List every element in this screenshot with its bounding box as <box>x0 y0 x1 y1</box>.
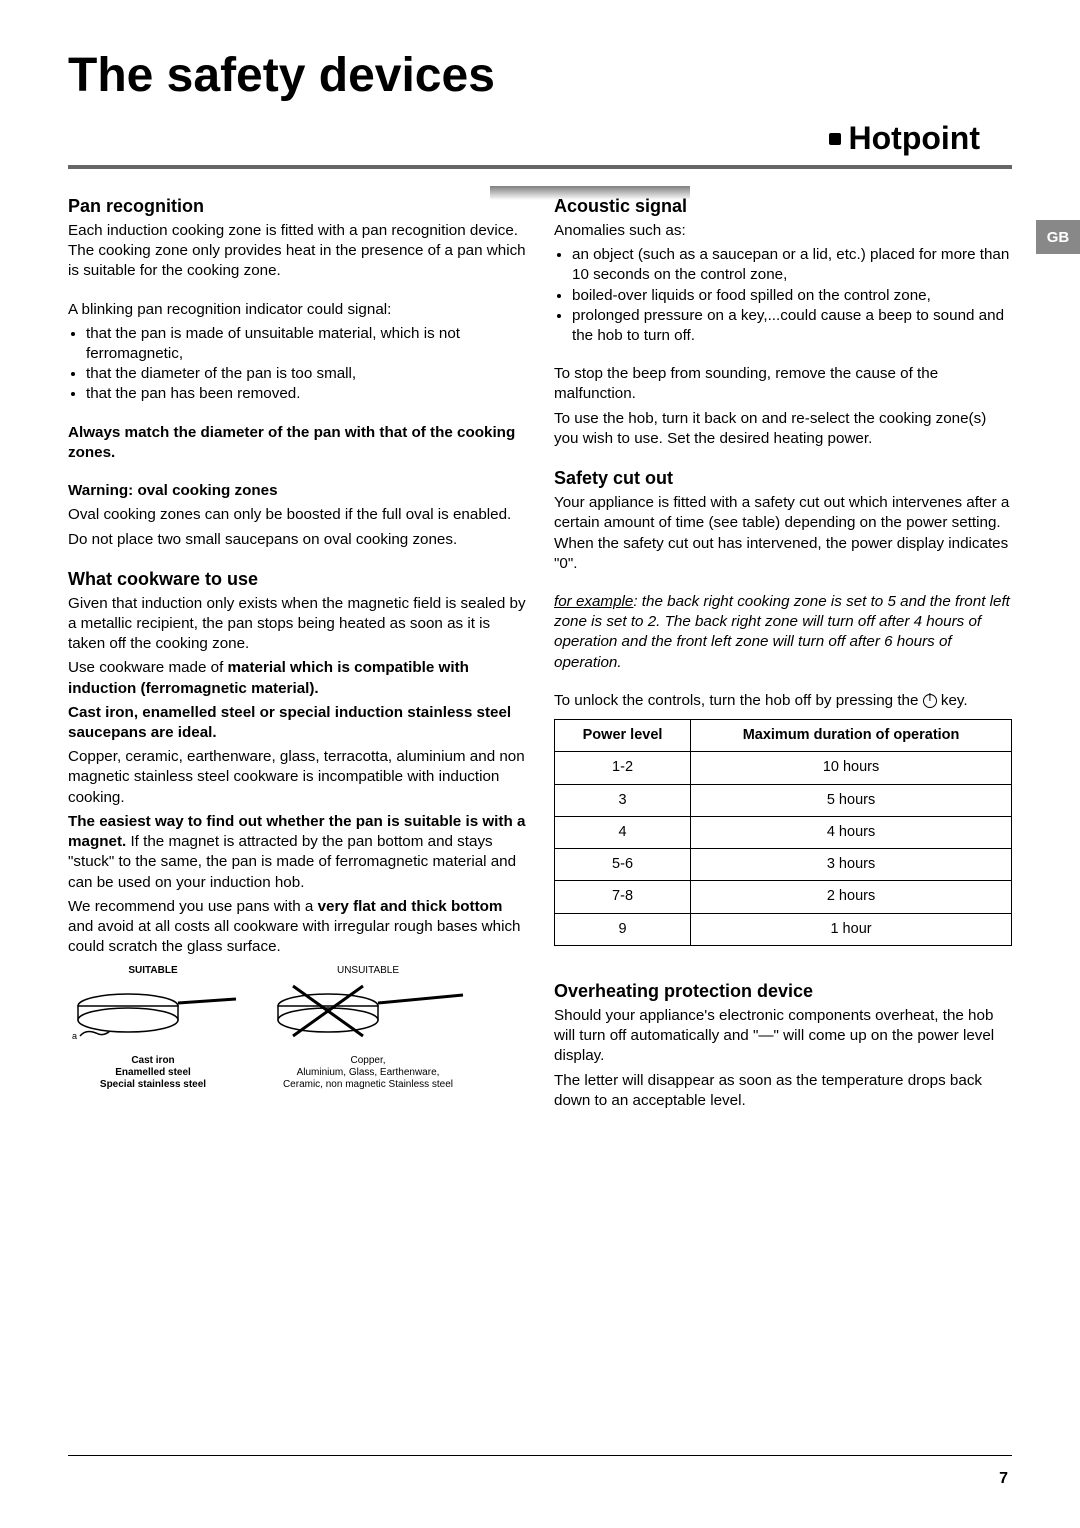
list-item: that the pan is made of unsuitable mater… <box>86 324 526 364</box>
cookware-diagram: SUITABLE a Cast iron Enamelled steel Spe… <box>68 965 526 1091</box>
paragraph: The easiest way to find out whether the … <box>68 812 526 893</box>
table-cell: 4 hours <box>691 816 1012 848</box>
heading-cookware: What cookware to use <box>68 568 526 592</box>
list-item: boiled-over liquids or food spilled on t… <box>572 286 1012 306</box>
right-column: Acoustic signal Anomalies such as: an ob… <box>554 195 1012 1115</box>
paragraph: Do not place two small saucepans on oval… <box>68 530 526 550</box>
paragraph: Your appliance is fitted with a safety c… <box>554 493 1012 574</box>
table-cell: 1-2 <box>555 752 691 784</box>
table-row: 44 hours <box>555 816 1012 848</box>
paragraph: To use the hob, turn it back on and re-s… <box>554 409 1012 449</box>
page-number: 7 <box>999 1470 1008 1488</box>
table-header-row: Power level Maximum duration of operatio… <box>555 720 1012 752</box>
paragraph: A blinking pan recognition indicator cou… <box>68 300 526 320</box>
list-item: an object (such as a saucepan or a lid, … <box>572 245 1012 285</box>
suitable-pan-icon: a <box>68 981 238 1051</box>
table-cell: 5-6 <box>555 849 691 881</box>
paragraph: Each induction cooking zone is fitted wi… <box>68 221 526 282</box>
table-cell: 9 <box>555 913 691 945</box>
table-cell: 3 <box>555 784 691 816</box>
table-row: 91 hour <box>555 913 1012 945</box>
table-cell: 4 <box>555 816 691 848</box>
example-paragraph: for example: the back right cooking zone… <box>554 592 1012 673</box>
heading-overheat: Overheating protection device <box>554 980 1012 1004</box>
suitable-label: SUITABLE <box>68 965 238 977</box>
paragraph: To unlock the controls, turn the hob off… <box>554 691 1012 711</box>
divider <box>68 165 1012 169</box>
paragraph: Anomalies such as: <box>554 221 1012 241</box>
heading-pan-recognition: Pan recognition <box>68 195 526 219</box>
table-cell: 3 hours <box>691 849 1012 881</box>
language-tab: GB <box>1036 220 1080 254</box>
bottom-divider <box>68 1455 1012 1456</box>
list: an object (such as a saucepan or a lid, … <box>554 245 1012 346</box>
suitable-caption: Cast iron Enamelled steel Special stainl… <box>68 1055 238 1091</box>
paragraph: We recommend you use pans with a very fl… <box>68 897 526 958</box>
suitable-block: SUITABLE a Cast iron Enamelled steel Spe… <box>68 965 238 1091</box>
left-column: Pan recognition Each induction cooking z… <box>68 195 526 1115</box>
brand-logo: Hotpoint <box>829 120 981 157</box>
table-header: Maximum duration of operation <box>691 720 1012 752</box>
power-icon <box>923 694 937 708</box>
table-cell: 7-8 <box>555 881 691 913</box>
table-row: 1-210 hours <box>555 752 1012 784</box>
list-item: prolonged pressure on a key,...could cau… <box>572 306 1012 346</box>
paragraph: To stop the beep from sounding, remove t… <box>554 364 1012 404</box>
paragraph: Should your appliance's electronic compo… <box>554 1006 1012 1067</box>
paragraph-bold: Always match the diameter of the pan wit… <box>68 423 526 463</box>
paragraph: The letter will disappear as soon as the… <box>554 1071 1012 1111</box>
list-item: that the diameter of the pan is too smal… <box>86 364 526 384</box>
paragraph: Oval cooking zones can only be boosted i… <box>68 505 526 525</box>
page-title: The safety devices <box>68 48 1012 103</box>
table-cell: 2 hours <box>691 881 1012 913</box>
heading-safety: Safety cut out <box>554 467 1012 491</box>
table-header: Power level <box>555 720 691 752</box>
safety-table: Power level Maximum duration of operatio… <box>554 719 1012 946</box>
table-row: 7-82 hours <box>555 881 1012 913</box>
unsuitable-pan-icon <box>268 981 468 1051</box>
divider-shadow <box>490 186 690 200</box>
unsuitable-block: UNSUITABLE Copper, Aluminium, Glass, Ear… <box>268 965 468 1091</box>
paragraph: Copper, ceramic, earthenware, glass, ter… <box>68 747 526 808</box>
content-columns: Pan recognition Each induction cooking z… <box>68 195 1012 1115</box>
unsuitable-caption: Copper, Aluminium, Glass, Earthenware, C… <box>268 1055 468 1091</box>
table-cell: 10 hours <box>691 752 1012 784</box>
list-item: that the pan has been removed. <box>86 384 526 404</box>
table-row: 5-63 hours <box>555 849 1012 881</box>
brand-dot-icon <box>829 133 841 145</box>
svg-text:a: a <box>72 1031 77 1041</box>
list: that the pan is made of unsuitable mater… <box>68 324 526 405</box>
unsuitable-label: UNSUITABLE <box>268 965 468 977</box>
paragraph: Use cookware made of material which is c… <box>68 658 526 698</box>
paragraph: Given that induction only exists when th… <box>68 594 526 655</box>
table-row: 35 hours <box>555 784 1012 816</box>
paragraph-bold: Cast iron, enamelled steel or special in… <box>68 703 526 743</box>
brand-text: Hotpoint <box>849 120 981 157</box>
table-cell: 1 hour <box>691 913 1012 945</box>
table-cell: 5 hours <box>691 784 1012 816</box>
subheading-warning: Warning: oval cooking zones <box>68 481 526 501</box>
